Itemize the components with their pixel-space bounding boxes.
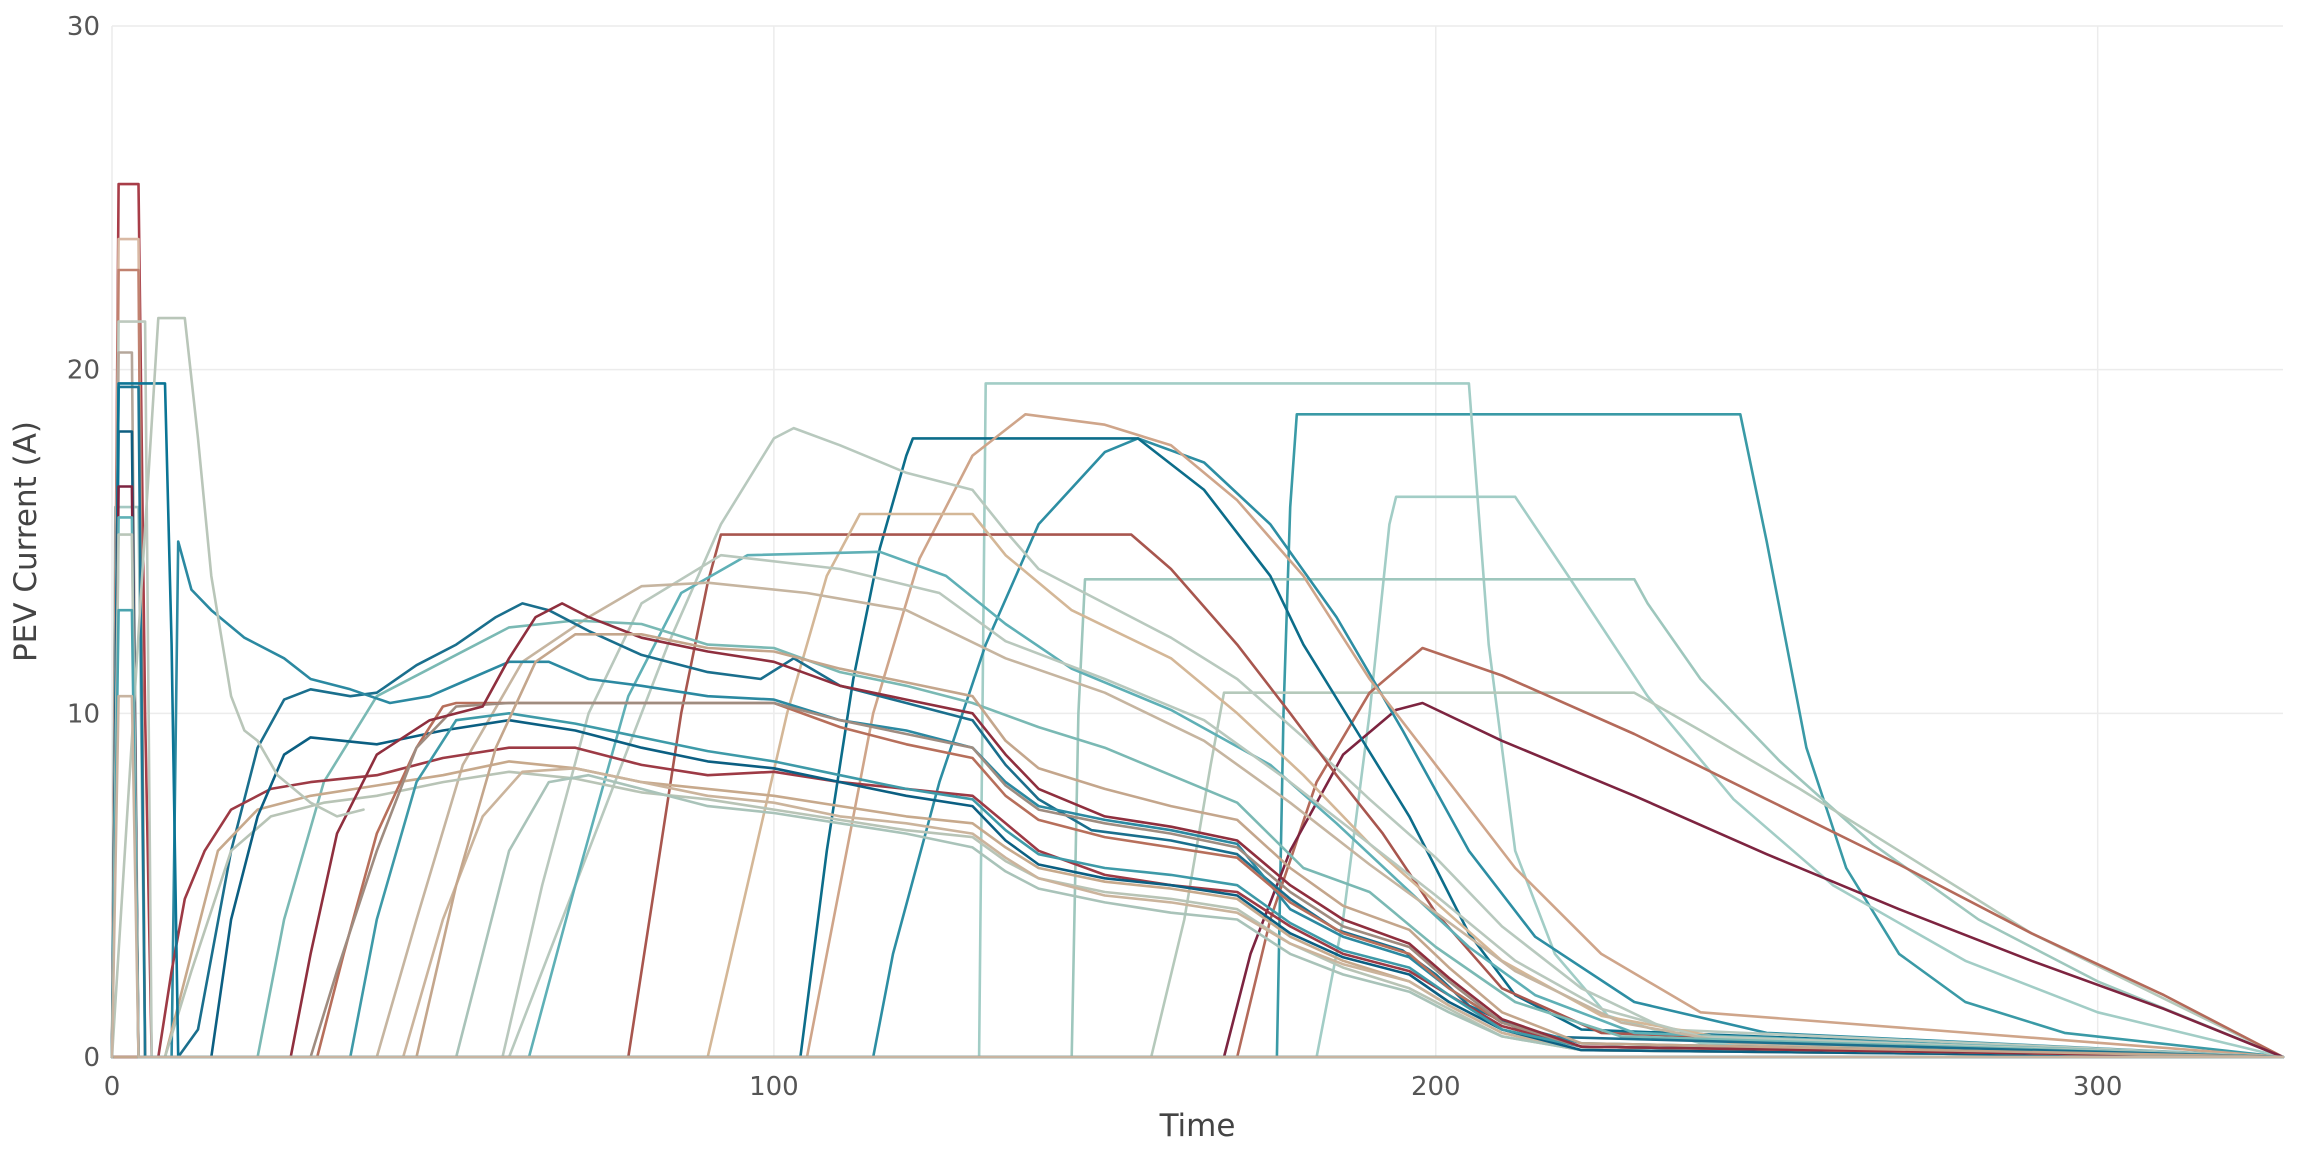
series-line-27 bbox=[110, 701, 2285, 1059]
x-tick-label: 0 bbox=[104, 1072, 121, 1102]
series-line-3 bbox=[1315, 495, 2285, 1059]
series-line-22 bbox=[110, 770, 2285, 1059]
series-line-13 bbox=[110, 512, 2285, 1059]
x-tick-label: 100 bbox=[749, 1072, 799, 1102]
y-tick-label: 20 bbox=[67, 356, 100, 386]
series-line-20 bbox=[110, 746, 2285, 1059]
series-line-15 bbox=[110, 553, 2285, 1059]
series-line-23 bbox=[110, 766, 2285, 1059]
series-line-8 bbox=[110, 437, 2285, 1059]
y-tick-label: 0 bbox=[83, 1043, 100, 1073]
series-line-44 bbox=[110, 608, 2285, 1059]
series-line-1 bbox=[1275, 412, 2285, 1059]
series-line-45 bbox=[110, 694, 2285, 1059]
series-line-26 bbox=[110, 711, 2285, 1059]
series-line-24 bbox=[110, 773, 2285, 1059]
tick-labels: 0 100 200 300 0 10 20 30 bbox=[67, 12, 2123, 1102]
series-line-40 bbox=[110, 485, 2285, 1059]
y-tick-label: 10 bbox=[67, 699, 100, 729]
series-line-29 bbox=[110, 602, 2285, 1059]
series-line-35 bbox=[110, 320, 2285, 1059]
series-line-32 bbox=[110, 182, 2285, 1059]
series-lines bbox=[110, 182, 2285, 1059]
series-line-11 bbox=[110, 426, 2285, 1059]
series-line-19 bbox=[110, 540, 2285, 1059]
x-axis-title: Time bbox=[1159, 1108, 1236, 1144]
series-line-12 bbox=[110, 533, 2285, 1059]
x-tick-label: 300 bbox=[2073, 1072, 2123, 1102]
series-line-43 bbox=[110, 533, 2285, 1059]
series-line-17 bbox=[110, 619, 2285, 1059]
series-line-21 bbox=[110, 760, 2285, 1059]
y-axis-title: PEV Current (A) bbox=[8, 421, 44, 662]
series-line-4 bbox=[1070, 577, 2285, 1059]
series-line-41 bbox=[110, 316, 365, 1059]
series-line-7 bbox=[110, 701, 2285, 1059]
series-line-25 bbox=[110, 718, 2285, 1059]
series-line-14 bbox=[110, 550, 2285, 1059]
series-line-28 bbox=[110, 701, 2285, 1059]
series-line-36 bbox=[110, 351, 2285, 1059]
series-line-10 bbox=[110, 412, 2285, 1059]
y-tick-label: 30 bbox=[67, 12, 100, 42]
series-line-30 bbox=[110, 632, 2285, 1059]
series-line-16 bbox=[110, 581, 2285, 1059]
series-line-18 bbox=[110, 602, 2285, 1059]
x-tick-label: 200 bbox=[1411, 1072, 1461, 1102]
